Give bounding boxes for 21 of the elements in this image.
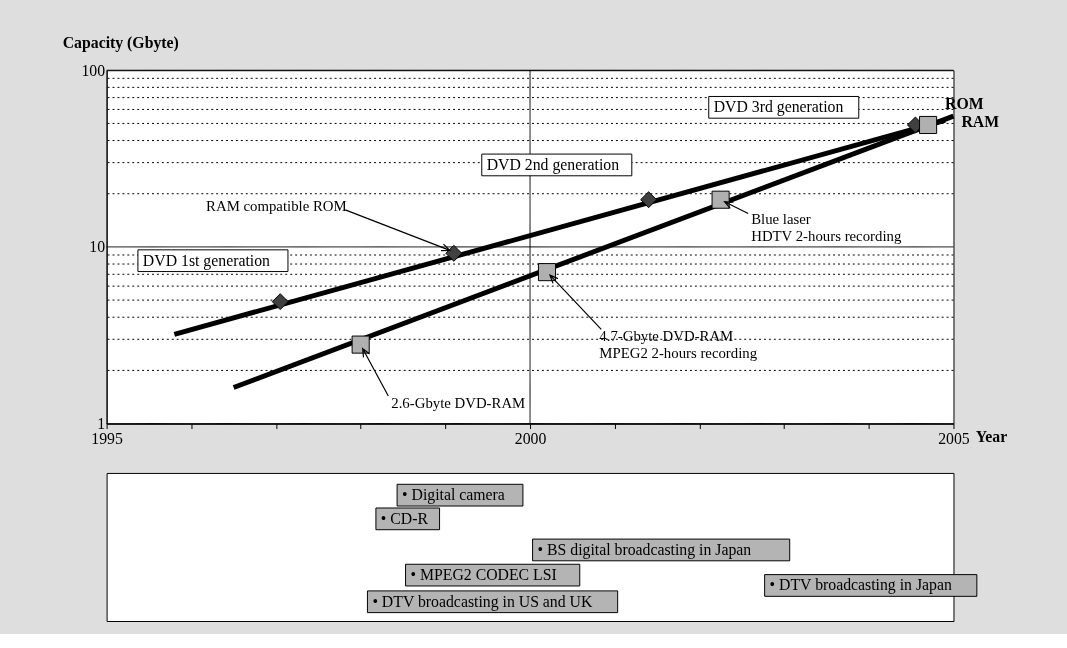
x-axis-title: Year: [975, 427, 1008, 445]
text: • DTV broadcasting in US and UK: [372, 592, 593, 611]
x-tick-label: 2005: [938, 429, 970, 447]
y-axis-title: Capacity (Gbyte): [62, 34, 179, 53]
annotation: DVD 2nd generation: [486, 155, 620, 174]
text: • Digital camera: [402, 486, 505, 505]
annotation: Blue laser HDTV 2-hours recording: [751, 211, 902, 245]
text: • DTV broadcasting in Japan: [769, 576, 952, 595]
series-label: ROM: [945, 94, 984, 112]
text: • MPEG2 CODEC LSI: [410, 566, 557, 584]
series-label: RAM: [961, 112, 1000, 130]
annotation: DVD 3rd generation: [713, 98, 844, 117]
annotation: 2.6-Gbyte DVD-RAM: [391, 394, 526, 411]
annotation: RAM compatible ROM: [206, 197, 347, 214]
y-tick-label: 100: [81, 61, 106, 79]
annotation: 4.7-Gbyte DVD-RAM MPEG2 2-hours recording: [599, 328, 758, 361]
text: • CD-R: [380, 509, 429, 527]
annotation: DVD 1st generation: [142, 251, 271, 270]
text: • BS digital broadcasting in Japan: [537, 540, 752, 559]
x-tick-label: 2000: [514, 429, 547, 447]
y-tick-label: 10: [89, 238, 106, 256]
